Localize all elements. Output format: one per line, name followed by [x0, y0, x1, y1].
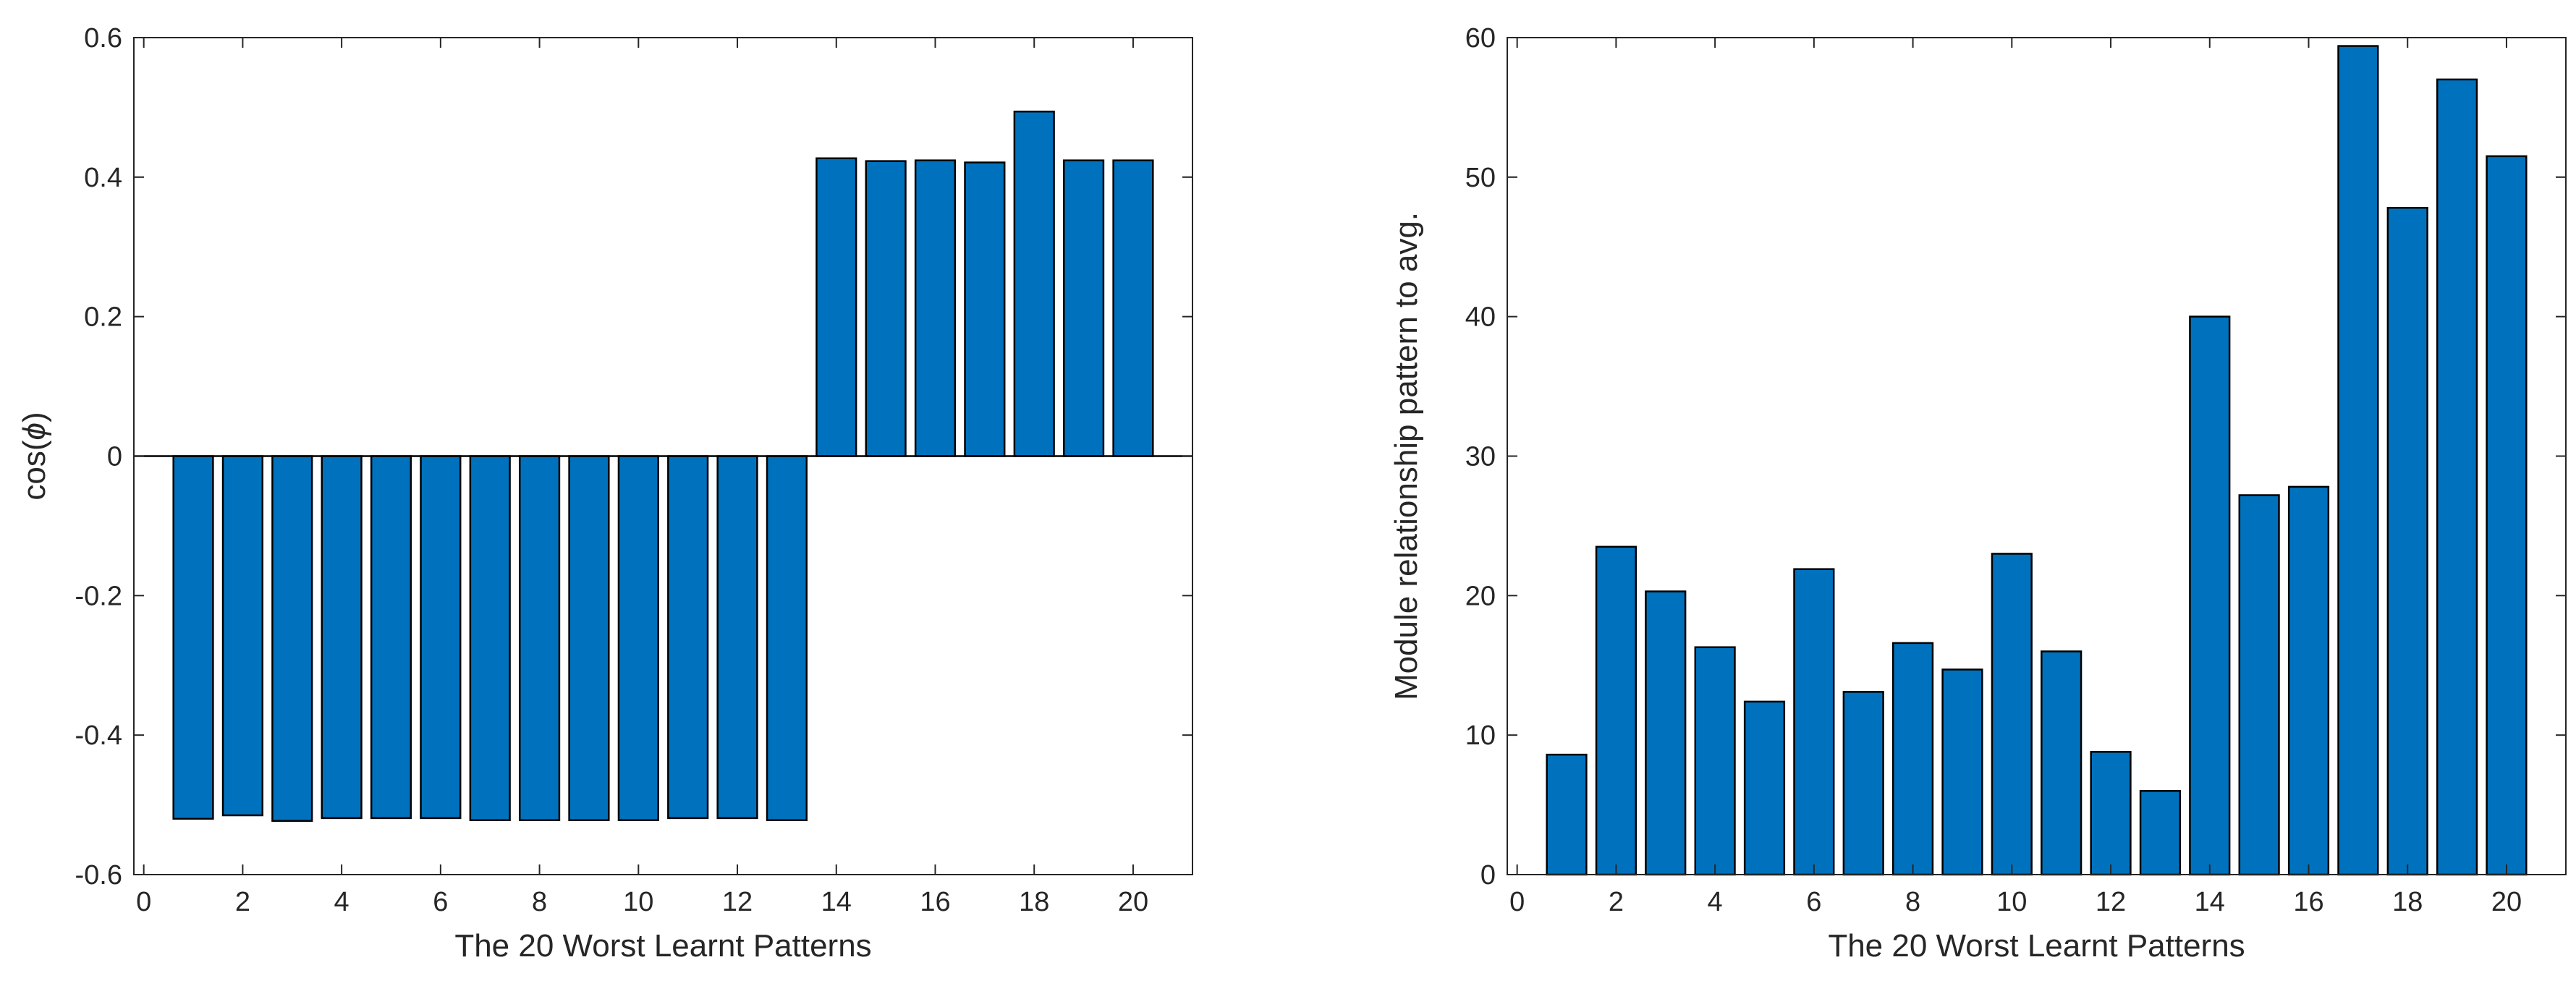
chart-right-bar-4: [1694, 646, 1736, 876]
chart-left-x-tick-label: 10: [623, 887, 653, 917]
chart-left-bar-17: [964, 161, 1006, 457]
chart-right-bar-8: [1891, 642, 1934, 876]
chart-right-y-tick-label: 30: [1465, 442, 1496, 472]
chart-left-bar-16: [914, 159, 957, 457]
chart-right-x-tick-label: 0: [1509, 887, 1525, 917]
chart-left-x-tick-label: 4: [334, 887, 349, 917]
chart-right-bar-17: [2337, 45, 2379, 876]
chart-right-y-tick-label: 50: [1465, 163, 1496, 193]
chart-left-y-axis-label: cos(ϕ): [17, 412, 52, 500]
chart-left-bar-15: [865, 160, 907, 457]
chart-left-y-tick-label: 0.2: [84, 302, 122, 333]
chart-right-bar-15: [2238, 494, 2280, 876]
chart-left-x-tick-label: 14: [821, 887, 852, 917]
chart-right-x-tick-label: 4: [1708, 887, 1723, 917]
chart-right-x-tick-label: 2: [1609, 887, 1624, 917]
chart-right-y-ticks: 0 10 20 30 40 50 60: [1465, 23, 2566, 891]
chart-left-bar-11: [667, 455, 709, 820]
chart-right-x-tick-label: 6: [1806, 887, 1821, 917]
chart-left-bars: [172, 110, 1154, 823]
chart-left-y-tick-label: -0.6: [75, 860, 122, 891]
chart-left-y-ticks: -0.6 -0.4 -0.2 0 0.2 0.4 0.6: [75, 23, 1192, 891]
chart-left-bar-7: [469, 455, 511, 822]
chart-left-bar-20: [1112, 159, 1154, 457]
chart-left-bar-5: [370, 455, 412, 820]
chart-left-x-tick-label: 6: [433, 887, 448, 917]
chart-right-x-tick-label: 14: [2195, 887, 2225, 917]
chart-left-y-axis-label-phi-symbol: ϕ: [17, 422, 52, 440]
chart-left-x-tick-label: 8: [532, 887, 547, 917]
chart-left-bar-13: [766, 455, 808, 822]
chart-left-bar-3: [271, 455, 313, 823]
chart-left-x-tick-label: 2: [235, 887, 250, 917]
chart-right-bar-14: [2189, 315, 2231, 876]
chart-right-y-tick-label: 10: [1465, 721, 1496, 751]
chart-right-x-tick-label: 12: [2096, 887, 2126, 917]
chart-left-cos-phi: -0.6 -0.4 -0.2 0 0.2 0.4 0.6 0 2 4 6 8 10 12 14 16 18 20…: [17, 23, 1193, 964]
chart-right-x-tick-label: 16: [2293, 887, 2323, 917]
chart-right-x-ticks: 0 2 4 6 8 10 12 14 16 18 20: [1509, 38, 2522, 917]
chart-left-x-tick-label: 16: [920, 887, 950, 917]
chart-right-bar-5: [1743, 700, 1786, 876]
chart-right-bar-20: [2486, 155, 2528, 876]
chart-right-x-tick-label: 10: [1996, 887, 2027, 917]
chart-right-bar-7: [1842, 691, 1884, 876]
chart-left-bar-6: [420, 455, 462, 820]
chart-left-y-tick-label: -0.2: [75, 581, 122, 611]
chart-left-bar-18: [1013, 110, 1055, 457]
chart-right-bar-6: [1793, 568, 1835, 876]
chart-right-bar-1: [1546, 753, 1588, 876]
chart-left-y-tick-label: 0: [107, 442, 122, 472]
chart-right-bar-3: [1645, 590, 1687, 876]
chart-left-y-tick-label: 0.6: [84, 23, 122, 54]
chart-right-bar-19: [2436, 78, 2478, 876]
chart-left-y-tick-label: 0.4: [84, 163, 122, 193]
chart-right-bar-13: [2139, 790, 2182, 876]
chart-right-y-tick-label: 20: [1465, 581, 1496, 611]
chart-left-bar-9: [568, 455, 610, 822]
chart-left-x-tick-label: 0: [136, 887, 151, 917]
chart-left-y-axis-label-suffix: ): [17, 412, 52, 422]
chart-left-bar-10: [617, 455, 659, 822]
chart-left-bar-12: [716, 455, 758, 820]
chart-left-x-tick-label: 20: [1118, 887, 1148, 917]
chart-right-bar-9: [1941, 668, 1983, 876]
chart-left-bar-4: [321, 455, 363, 820]
chart-right-y-tick-label: 40: [1465, 302, 1496, 333]
chart-right-x-tick-label: 18: [2392, 887, 2423, 917]
chart-left-x-ticks: 0 2 4 6 8 10 12 14 16 18 20: [136, 38, 1148, 917]
chart-right-bars: [1546, 45, 2528, 876]
chart-left-y-tick-label: -0.4: [75, 721, 122, 751]
chart-right-bar-11: [2041, 650, 2083, 876]
chart-left-x-tick-label: 18: [1019, 887, 1049, 917]
chart-right-bar-16: [2287, 485, 2330, 876]
chart-right-y-tick-label: 0: [1480, 860, 1496, 891]
chart-right-bar-2: [1595, 545, 1637, 876]
chart-left-y-axis-label-prefix: cos(: [17, 440, 52, 500]
chart-left-x-tick-label: 12: [722, 887, 753, 917]
chart-left-bar-19: [1063, 159, 1105, 457]
chart-right-bar-18: [2386, 207, 2428, 876]
chart-left-bar-1: [172, 455, 214, 820]
chart-right-bar-10: [1991, 553, 2033, 876]
chart-right-y-axis-label: Module relationship pattern to avg.: [1389, 212, 1424, 700]
chart-right-x-tick-label: 8: [1905, 887, 1920, 917]
chart-left-bar-8: [518, 455, 561, 822]
chart-right-y-tick-label: 60: [1465, 23, 1496, 54]
chart-right-x-axis-label: The 20 Worst Learnt Patterns: [1828, 928, 2245, 964]
chart-right-bar-12: [2090, 751, 2132, 876]
chart-right-x-tick-label: 20: [2491, 887, 2522, 917]
chart-left-x-axis-label: The 20 Worst Learnt Patterns: [454, 928, 871, 964]
chart-left-bar-14: [815, 157, 857, 457]
chart-left-bar-2: [221, 455, 263, 817]
chart-right-module-relationship: 0 10 20 30 40 50 60 0 2 4 6 8 10 12 14 16 18 20 The 20 W…: [1389, 23, 2567, 964]
